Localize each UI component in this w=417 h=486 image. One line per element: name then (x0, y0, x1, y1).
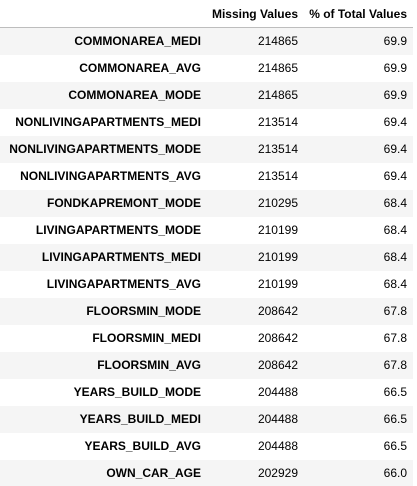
table-row: OWN_CAR_AGE 202929 66.0 (0, 459, 413, 486)
missing-values-cell: 210199 (257, 250, 298, 264)
missing-values-cell: 213514 (257, 142, 298, 156)
percent-total-cell: 69.4 (383, 142, 407, 156)
row-index-label: COMMONAREA_MEDI (74, 34, 201, 49)
missing-values-cell: 210295 (257, 196, 298, 210)
percent-total-cell: 66.0 (383, 466, 407, 480)
missing-values-cell: 204488 (257, 385, 298, 399)
percent-total-cell: 67.8 (383, 304, 407, 318)
percent-total-cell: 66.5 (383, 439, 407, 453)
row-index-label: YEARS_BUILD_AVG (84, 439, 201, 453)
row-index-label: NONLIVINGAPARTMENTS_MEDI (15, 115, 201, 129)
row-index-label: FLOORSMIN_MODE (86, 304, 201, 318)
percent-total-cell: 69.9 (383, 34, 407, 49)
header-row: Missing Values % of Total Values (0, 0, 413, 28)
table-row: YEARS_BUILD_MEDI 204488 66.5 (0, 405, 413, 433)
table-row: LIVINGAPARTMENTS_AVG 210199 68.4 (0, 271, 413, 298)
table-row: LIVINGAPARTMENTS_MODE 210199 68.4 (0, 217, 413, 244)
row-index-label: FONDKAPREMONT_MODE (46, 196, 201, 210)
row-index-label: LIVINGAPARTMENTS_AVG (46, 277, 201, 291)
missing-values-cell: 208642 (257, 304, 298, 318)
missing-values-cell: 210199 (257, 277, 298, 291)
table-row: NONLIVINGAPARTMENTS_MEDI 213514 69.4 (0, 109, 413, 136)
row-index-label: COMMONAREA_MODE (68, 88, 201, 102)
table-header: Missing Values % of Total Values (0, 0, 413, 28)
missing-values-cell: 208642 (257, 358, 298, 372)
table-row: FLOORSMIN_MEDI 208642 67.8 (0, 325, 413, 352)
percent-total-cell: 67.8 (383, 331, 407, 345)
column-header-percent-total: % of Total Values (304, 0, 413, 28)
table-row: YEARS_BUILD_AVG 204488 66.5 (0, 433, 413, 460)
table-row: LIVINGAPARTMENTS_MEDI 210199 68.4 (0, 243, 413, 271)
percent-total-cell: 67.8 (383, 358, 407, 372)
percent-total-cell: 69.9 (383, 88, 407, 102)
table-row: FLOORSMIN_MODE 208642 67.8 (0, 297, 413, 325)
row-index-label: FLOORSMIN_AVG (97, 358, 201, 372)
table-body: COMMONAREA_MEDI 214865 69.9 COMMONAREA_AVG 2… (0, 27, 413, 486)
percent-total-cell: 69.4 (383, 169, 407, 183)
missing-values-cell: 204488 (257, 412, 298, 426)
percent-total-cell: 66.5 (383, 412, 407, 426)
table-row: NONLIVINGAPARTMENTS_AVG 213514 69.4 (0, 163, 413, 190)
percent-total-cell: 68.4 (383, 277, 407, 291)
table-row: NONLIVINGAPARTMENTS_MODE 213514 69.4 (0, 135, 413, 163)
missing-values-cell: 214865 (257, 88, 298, 102)
table-row: FONDKAPREMONT_MODE 210295 68.4 (0, 189, 413, 217)
row-index-label: NONLIVINGAPARTMENTS_AVG (20, 169, 201, 183)
row-index-label: FLOORSMIN_MEDI (92, 331, 201, 345)
table-row: YEARS_BUILD_MODE 204488 66.5 (0, 379, 413, 406)
percent-total-cell: 68.4 (383, 223, 407, 237)
percent-total-cell: 69.4 (383, 115, 407, 129)
missing-values-cell: 213514 (257, 115, 298, 129)
row-index-label: COMMONAREA_AVG (79, 61, 201, 75)
percent-total-cell: 66.5 (383, 385, 407, 399)
row-index-label: LIVINGAPARTMENTS_MEDI (41, 250, 201, 264)
percent-total-cell: 69.9 (383, 61, 407, 75)
row-index-label: YEARS_BUILD_MEDI (79, 412, 201, 426)
percent-total-cell: 68.4 (383, 250, 407, 264)
row-index-label: OWN_CAR_AGE (106, 466, 201, 480)
row-index-label: NONLIVINGAPARTMENTS_MODE (9, 142, 201, 156)
row-index-label: LIVINGAPARTMENTS_MODE (35, 223, 201, 237)
missing-values-cell: 202929 (257, 466, 298, 480)
table-row: COMMONAREA_MODE 214865 69.9 (0, 81, 413, 109)
missing-values-cell: 213514 (257, 169, 298, 183)
missing-values-cell: 208642 (257, 331, 298, 345)
row-index-label: YEARS_BUILD_MODE (73, 385, 201, 399)
missing-values-cell: 214865 (257, 34, 298, 49)
percent-total-cell: 68.4 (383, 196, 407, 210)
table-row: COMMONAREA_MEDI 214865 69.9 (0, 27, 413, 55)
missing-values-cell: 210199 (257, 223, 298, 237)
missing-values-cell: 204488 (257, 439, 298, 453)
missing-values-cell: 214865 (257, 61, 298, 75)
column-header-missing-values: Missing Values (207, 0, 304, 28)
index-header (0, 0, 207, 28)
table-row: FLOORSMIN_AVG 208642 67.8 (0, 351, 413, 379)
table-row: COMMONAREA_AVG 214865 69.9 (0, 55, 413, 82)
